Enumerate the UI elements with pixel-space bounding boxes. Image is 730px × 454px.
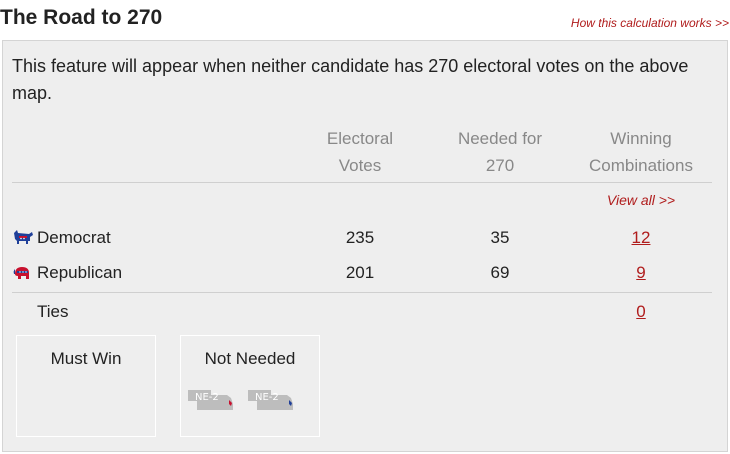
state-chip-label: NE-2 [195,392,219,403]
republican-needed: 69 [490,263,510,282]
party-name-republican: Republican [37,263,123,282]
road-to-270-panel: This feature will appear when neither ca… [2,40,728,452]
table-row-republican: Republican 201 69 9 [12,261,730,285]
header-divider [12,182,712,183]
col-header-electoral-line1: Electoral [326,129,394,148]
state-chip-label: NE-2 [255,392,279,403]
not-needed-title: Not Needed [204,349,296,368]
col-header-winning-line2: Combinations [589,156,693,175]
not-needed-box: Not Needed NE-2 NE-2 [180,335,320,437]
table-row-democrat: Democrat 235 35 12 [12,226,730,250]
democrat-needed: 35 [490,228,510,247]
elephant-icon [13,267,29,279]
republican-electoral-votes: 201 [345,263,375,282]
view-all-combinations-link[interactable]: View all >> [606,192,676,208]
state-chip-ne2-first[interactable]: NE-2 [187,387,235,413]
democrat-combinations-link[interactable]: 12 [631,228,651,247]
col-header-electoral-votes: Electoral Votes [290,125,430,179]
donkey-icon [14,230,33,244]
table-row-ties: Ties 0 [12,300,730,324]
col-header-electoral-line2: Votes [338,156,382,175]
nebraska-shape-icon [188,390,233,410]
must-win-title: Must Win [50,349,122,368]
nebraska-shape-icon [248,390,293,410]
must-win-box: Must Win [16,335,156,437]
state-chip-ne2-second[interactable]: NE-2 [247,387,295,413]
col-header-winning-combinations: Winning Combinations [571,125,711,179]
republican-combinations-link[interactable]: 9 [636,263,646,282]
democrat-electoral-votes: 235 [345,228,375,247]
intro-text: This feature will appear when neither ca… [12,56,689,103]
ties-label: Ties [37,302,69,321]
col-header-needed-line1: Needed for [457,129,543,148]
party-name-democrat: Democrat [37,228,111,247]
page-title: The Road to 270 [0,6,163,29]
ties-divider [12,292,712,293]
col-header-winning-line1: Winning [610,129,672,148]
col-header-needed-line2: 270 [485,156,515,175]
how-calculation-works-link[interactable]: How this calculation works >> [570,16,729,30]
col-header-needed: Needed for 270 [430,125,570,179]
ties-combinations-link[interactable]: 0 [636,302,646,321]
